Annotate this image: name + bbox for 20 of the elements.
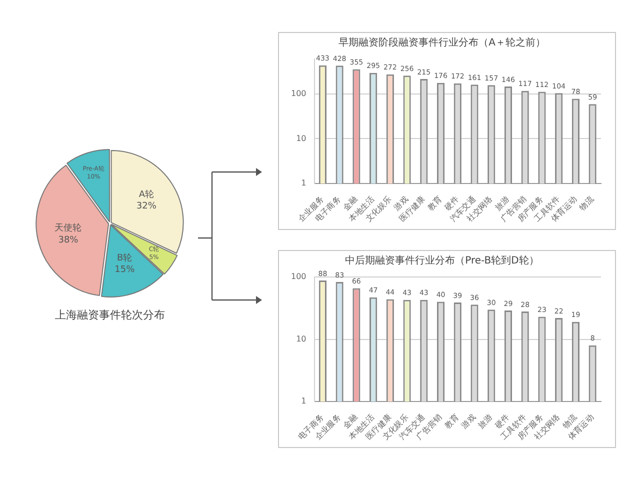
x-tick-label: 教育 [442, 412, 461, 430]
text: 上海融资事件轮次分布 [55, 308, 165, 322]
slice-label: A轮 [138, 188, 154, 200]
x-tick-label: 物流 [578, 194, 596, 212]
x-tick-label: 游戏 [460, 412, 478, 430]
x-tick-label: 教育 [426, 194, 444, 212]
chart-title: 早期融资阶段融资事件行业分布（A＋轮之前） [338, 36, 546, 49]
y-tick-label: 1 [301, 178, 306, 188]
data-label: 38% [58, 235, 79, 246]
y-tick-label: 10 [296, 134, 306, 143]
y-tick-label: 100 [290, 88, 306, 98]
chart-title: 中后期融资事件行业分布（Pre-B轮到D轮） [345, 254, 539, 267]
y-tick-label: 1 [301, 396, 306, 406]
data-label: 32% [136, 201, 157, 212]
y-tick-label: 10 [296, 334, 306, 344]
y-tick-label: 100 [290, 272, 306, 282]
data-label: 15% [114, 265, 136, 276]
slice-label: B轮 [117, 252, 132, 264]
x-tick-label: 旅游 [476, 412, 494, 430]
slice-label: 天使轮 [54, 222, 82, 234]
